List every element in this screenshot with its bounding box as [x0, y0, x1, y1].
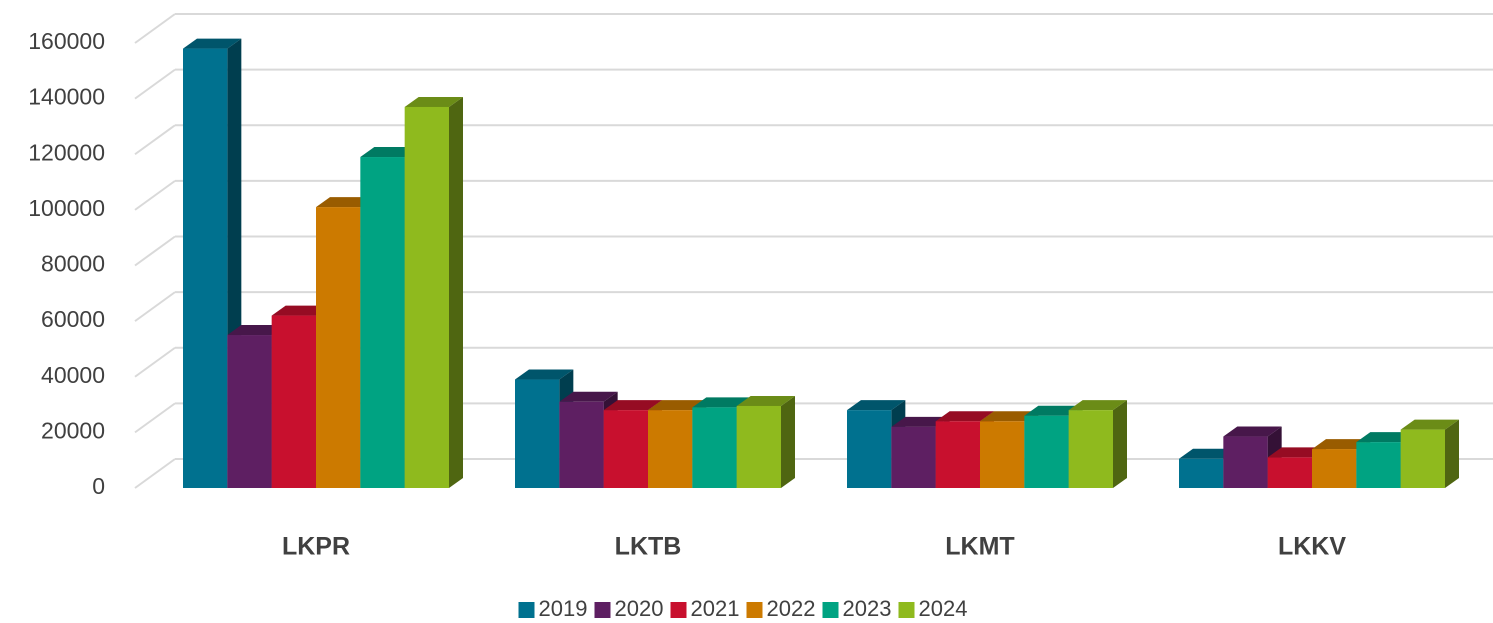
y-tick-label: 100000: [28, 195, 105, 221]
legend-swatch: [518, 602, 535, 618]
bar-front: [1068, 410, 1113, 488]
grid-line: [134, 124, 176, 156]
grid-line: [134, 180, 176, 211]
bar-front: [183, 48, 228, 488]
legend-label: 2020: [615, 596, 664, 621]
bar-top: [980, 411, 1039, 422]
y-tick-label: 160000: [28, 28, 105, 54]
bar-side: [1113, 400, 1127, 488]
y-tick-label: 20000: [41, 417, 105, 443]
bar-front: [648, 410, 693, 488]
grid-line: [134, 458, 176, 489]
legend-swatch: [746, 602, 763, 618]
y-tick-label: 140000: [28, 84, 105, 110]
bar-front: [935, 421, 980, 488]
bar-front: [1356, 442, 1401, 488]
bar-top: [603, 400, 662, 411]
bar: [404, 96, 463, 488]
bar-top: [316, 197, 375, 208]
legend-swatch: [898, 602, 915, 618]
legend-swatch: [822, 602, 839, 618]
y-tick-label: 40000: [41, 362, 105, 388]
bar-top: [1356, 432, 1415, 443]
bar-front: [515, 379, 560, 488]
bar-top: [1312, 439, 1371, 450]
bar-front: [603, 410, 648, 488]
bar-front: [316, 207, 361, 488]
grid-line: [134, 346, 176, 378]
bar-side: [781, 395, 795, 488]
bar: [736, 395, 795, 488]
bar-top: [935, 411, 994, 422]
x-tick-label: LKPR: [282, 533, 350, 561]
bar-front: [227, 335, 272, 488]
x-tick-label: LKTB: [615, 533, 682, 561]
bar-top: [183, 38, 242, 49]
bar-top: [1267, 447, 1326, 458]
bar-top: [559, 391, 618, 402]
y-tick-label: 60000: [41, 306, 105, 332]
grid-line: [134, 235, 176, 267]
bar-front: [559, 401, 604, 488]
bar-top: [360, 147, 419, 158]
bar-top: [227, 325, 286, 336]
bar-top: [891, 416, 950, 427]
grid-line: [134, 68, 176, 100]
y-tick-label: 0: [92, 473, 105, 499]
bar-top: [404, 96, 463, 107]
bar-top: [736, 395, 795, 406]
bar: [1400, 419, 1459, 488]
bar-top: [1400, 419, 1459, 430]
bar-top: [271, 305, 330, 316]
bar-top: [1024, 405, 1083, 416]
legend-label: 2019: [539, 596, 588, 621]
legend-label: 2024: [919, 596, 968, 621]
bar-top: [1179, 448, 1238, 459]
bar-top: [847, 400, 906, 411]
bar-front: [1024, 415, 1069, 488]
bar-front: [360, 157, 405, 488]
x-tick-label: LKKV: [1278, 533, 1346, 561]
bar-top: [1223, 426, 1282, 437]
bar-side: [449, 96, 463, 488]
bar-top: [648, 400, 707, 411]
bar-front: [404, 106, 449, 488]
bar-top: [1068, 400, 1127, 411]
legend-label: 2022: [767, 596, 816, 621]
legend-swatch: [670, 602, 687, 618]
bar-front: [1267, 457, 1312, 488]
bar-front: [692, 407, 737, 488]
bar-front: [847, 410, 892, 488]
bar-front: [271, 315, 316, 488]
bar-front: [1179, 458, 1224, 488]
bar-front: [736, 405, 781, 488]
bar-side: [1445, 419, 1459, 488]
bar-front: [1312, 449, 1357, 488]
y-tick-label: 80000: [41, 251, 105, 277]
x-tick-label: LKMT: [945, 533, 1014, 561]
bar-top: [515, 369, 574, 380]
bar-front: [980, 421, 1025, 488]
bar: [515, 369, 574, 488]
legend-label: 2023: [843, 596, 892, 621]
grid-line: [134, 291, 176, 322]
y-tick-label: 120000: [28, 139, 105, 165]
grid-line: [134, 402, 176, 434]
bar-front: [1400, 429, 1445, 488]
legend-label: 2021: [691, 596, 740, 621]
bar-top: [692, 397, 751, 408]
bar: [1068, 400, 1127, 488]
bar-front: [1223, 436, 1268, 488]
grid-line: [134, 13, 176, 44]
legend-swatch: [594, 602, 611, 618]
bar-front: [891, 426, 936, 488]
bar: [1223, 426, 1282, 488]
